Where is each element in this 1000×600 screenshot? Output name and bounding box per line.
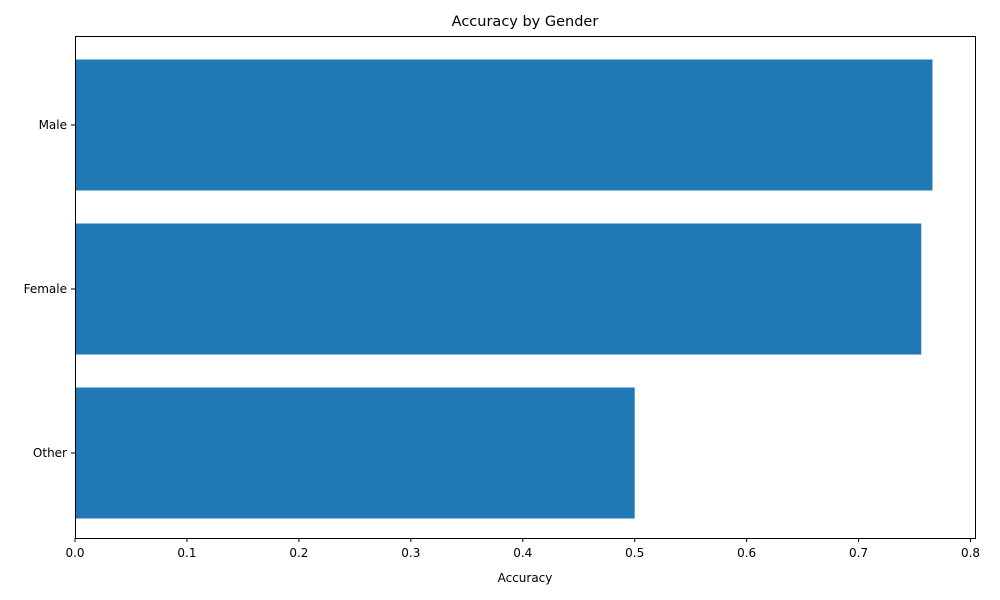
x-tick-label: 0.5 bbox=[625, 546, 644, 560]
x-tick-label: 0.4 bbox=[513, 546, 532, 560]
x-axis-label: Accuracy bbox=[498, 571, 553, 585]
chart-title: Accuracy by Gender bbox=[452, 14, 599, 30]
x-tick-label: 0.7 bbox=[849, 546, 868, 560]
ticks-layer: Male Female Other 0.0 0.1 0.2 0.3 0.4 0.5 0.6 0.7 0… bbox=[24, 118, 980, 560]
y-tick-label: Male bbox=[39, 118, 67, 132]
y-tick-label: Other bbox=[33, 446, 67, 460]
x-tick-label: 0.3 bbox=[401, 546, 420, 560]
bars-layer bbox=[75, 59, 933, 519]
bar-male bbox=[75, 59, 933, 191]
plot-frame bbox=[75, 36, 976, 539]
x-tick-label: 0.0 bbox=[65, 546, 84, 560]
x-tick-label: 0.6 bbox=[737, 546, 756, 560]
x-tick-label: 0.2 bbox=[289, 546, 308, 560]
y-tick-label: Female bbox=[24, 282, 67, 296]
x-tick-label: 0.8 bbox=[961, 546, 980, 560]
bar-female bbox=[75, 223, 922, 355]
x-tick-label: 0.1 bbox=[177, 546, 196, 560]
bar-other bbox=[75, 387, 635, 519]
